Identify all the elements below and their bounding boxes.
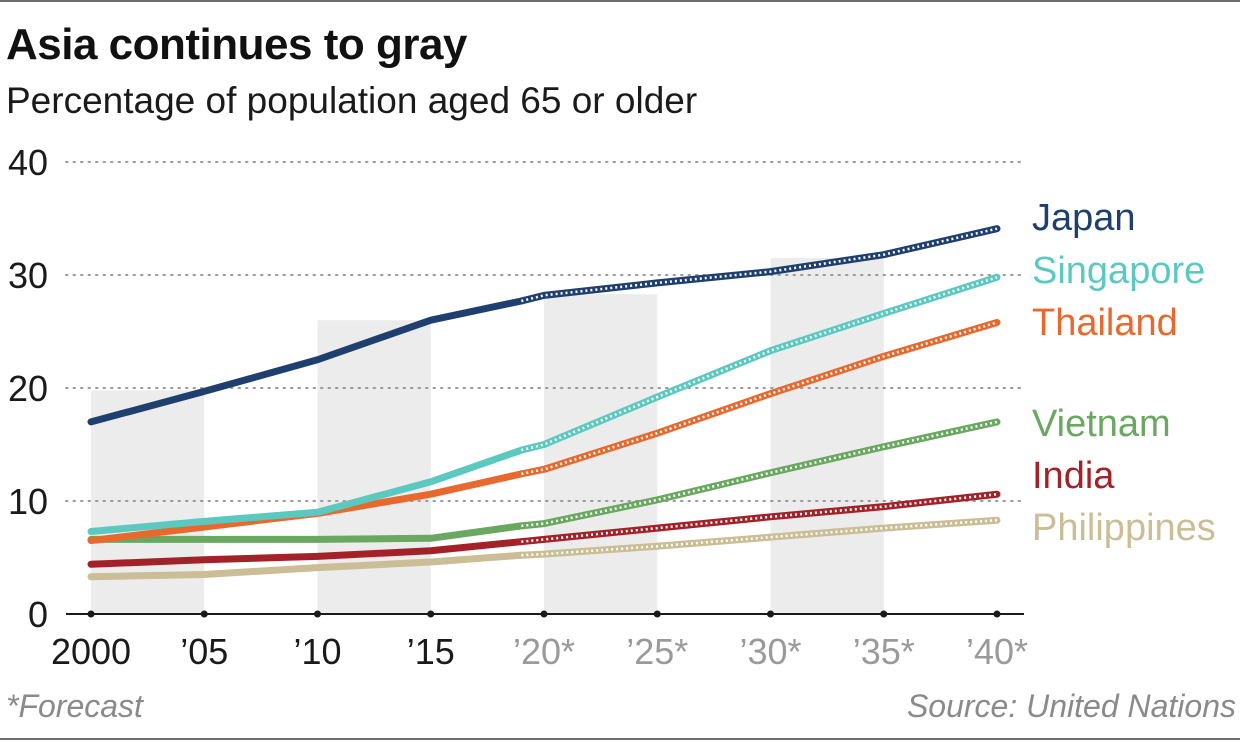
series-line-philippines-actual (87, 551, 525, 581)
series-line-vietnam-forecast-dots (521, 420, 998, 528)
x-axis-ticks: 2000 ’05 ’10 ’15 ’20* ’25* ’30* ’35* ’40* (51, 631, 1028, 672)
x-tick-label: ’05 (180, 631, 228, 672)
forecast-footnote: *Forecast (6, 688, 143, 724)
series-line-singapore-forecast (517, 273, 1001, 454)
y-axis-ticks: 0 10 20 30 40 (8, 142, 48, 635)
series-line-vietnam-actual (87, 522, 525, 543)
x-tick-label: ’25* (626, 631, 688, 672)
series-labels: Japan Singapore Thailand Vietnam India Philip… (1032, 197, 1216, 549)
x-tick-label: ’30* (739, 631, 801, 672)
series-label-singapore: Singapore (1032, 250, 1205, 292)
x-tick-label: ’15 (407, 631, 455, 672)
x-tick-mark (653, 610, 661, 618)
x-tick-label: ’35* (853, 631, 915, 672)
x-tick-mark (427, 610, 435, 618)
source-note: Source: United Nations (906, 688, 1236, 724)
series-line-singapore-actual (87, 446, 525, 536)
series-line-japan-actual (87, 297, 525, 426)
series-line-india-forecast (517, 490, 1001, 546)
x-tick-label: ’40* (966, 631, 1028, 672)
y-tick-label: 10 (8, 481, 48, 522)
shaded-band (770, 258, 884, 614)
top-rule (0, 0, 1240, 2)
series-line-japan-forecast (517, 225, 1001, 305)
y-tick-label: 0 (28, 594, 48, 635)
series-label-india: India (1032, 455, 1115, 497)
series-lines (87, 225, 1001, 581)
x-tick-mark (87, 610, 95, 618)
x-tick-label: 2000 (51, 631, 131, 672)
x-axis (66, 610, 1024, 618)
x-tick-label: ’10 (293, 631, 341, 672)
series-line-thailand-forecast-dots (521, 321, 998, 476)
y-tick-label: 20 (8, 368, 48, 409)
series-label-philippines: Philippines (1032, 507, 1216, 549)
chart-title: Asia continues to gray (6, 20, 467, 69)
series-label-japan: Japan (1032, 197, 1136, 239)
x-tick-mark (200, 610, 208, 618)
series-line-india-actual (87, 538, 525, 568)
x-tick-mark (880, 610, 888, 618)
x-tick-mark (314, 610, 321, 618)
y-tick-label: 40 (8, 142, 48, 183)
chart-subtitle: Percentage of population aged 65 or olde… (6, 80, 698, 121)
shaded-band (91, 390, 205, 614)
series-label-vietnam: Vietnam (1032, 403, 1171, 445)
bottom-rule (0, 738, 1240, 740)
y-tick-label: 30 (8, 255, 48, 296)
series-line-philippines-forecast (517, 516, 1001, 559)
x-tick-mark (540, 610, 548, 618)
x-tick-label: ’20* (513, 631, 575, 672)
x-tick-mark (767, 610, 774, 618)
x-tick-mark (993, 610, 1001, 618)
series-label-thailand: Thailand (1032, 302, 1178, 344)
